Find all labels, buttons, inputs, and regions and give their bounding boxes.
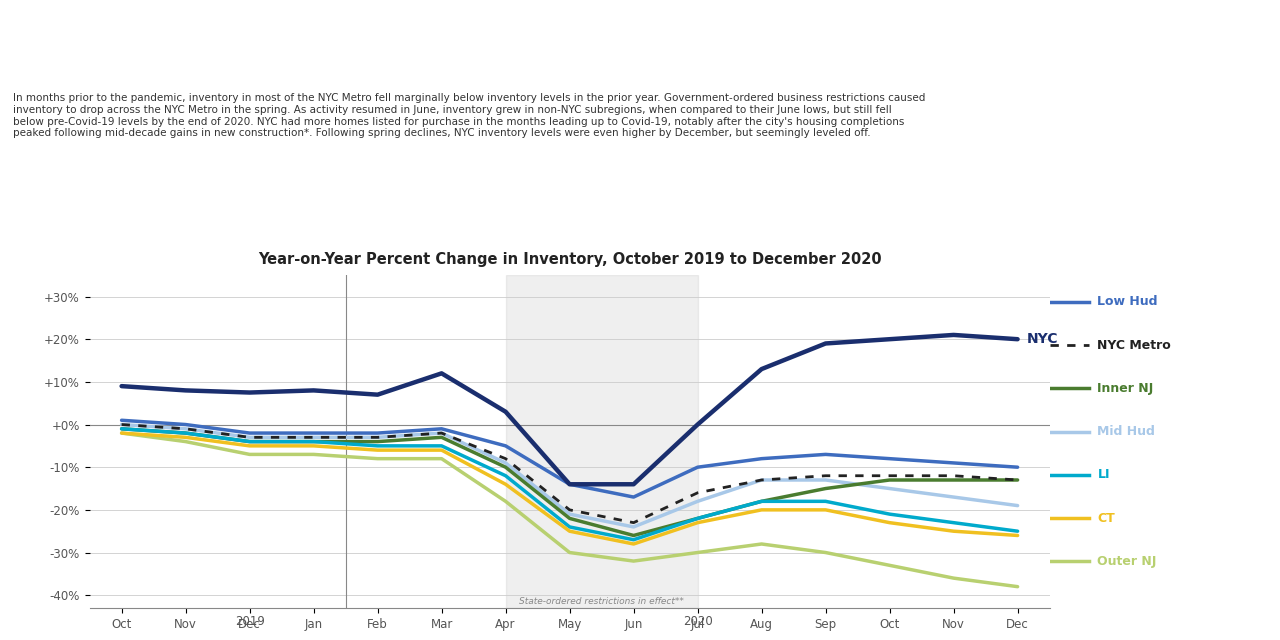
Text: Outer NJ: Outer NJ xyxy=(1097,555,1157,568)
Text: LI: LI xyxy=(1097,468,1110,481)
Text: State-ordered restrictions in effect**: State-ordered restrictions in effect** xyxy=(520,596,684,605)
Title: Year-on-Year Percent Change in Inventory, October 2019 to December 2020: Year-on-Year Percent Change in Inventory… xyxy=(257,252,882,267)
Bar xyxy=(506,275,698,608)
Text: In months prior to the pandemic, inventory in most of the NYC Metro fell margina: In months prior to the pandemic, invento… xyxy=(13,93,925,138)
Text: Inner NJ: Inner NJ xyxy=(1097,382,1153,395)
Text: 2020: 2020 xyxy=(682,615,713,628)
Text: CT: CT xyxy=(1097,511,1115,525)
Text: experienced the opposite effect.: experienced the opposite effect. xyxy=(13,30,474,54)
Text: Mid Hud: Mid Hud xyxy=(1097,425,1156,438)
Text: NYC: NYC xyxy=(1028,332,1059,346)
Text: 2019: 2019 xyxy=(234,615,265,628)
Text: Low Hud: Low Hud xyxy=(1097,295,1158,308)
Text: NYC Metro: NYC Metro xyxy=(1097,339,1171,351)
